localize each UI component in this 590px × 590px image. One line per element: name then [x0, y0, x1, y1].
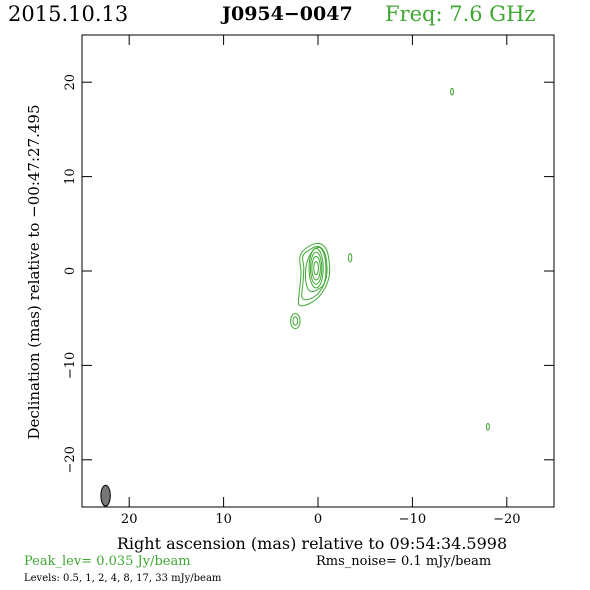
y-tick-label: 0	[63, 267, 78, 275]
x-tick-label: 0	[314, 512, 322, 527]
component-contour	[486, 422, 490, 431]
contour-level-3	[304, 246, 327, 293]
component-contour	[292, 316, 299, 326]
x-tick-label: 10	[215, 512, 232, 527]
component-contour	[290, 312, 301, 330]
component-contour	[347, 253, 353, 263]
source-name: J0954−0047	[222, 3, 353, 25]
y-tick-label: −10	[63, 352, 78, 379]
rms-noise: Rms_noise= 0.1 mJy/beam	[316, 554, 492, 569]
x-axis-label: Right ascension (mas) relative to 09:54:…	[117, 534, 507, 553]
contour-level-2	[301, 245, 328, 301]
y-axis-label: Declination (mas) relative to −00:47:27.…	[25, 104, 43, 439]
contour-levels: Levels: 0.5, 1, 2, 4, 8, 17, 33 mJy/beam	[24, 573, 222, 584]
axis-ticks: 20 10 0 −10 −20 20 10 0 −10 −20	[63, 35, 554, 527]
x-tick-label: −20	[493, 512, 520, 527]
y-tick-label: 10	[63, 168, 78, 185]
beam-shape	[100, 484, 111, 507]
contour-level-7	[313, 261, 319, 276]
contour-level-5	[309, 251, 323, 285]
contour-level-1	[297, 242, 331, 307]
contour-level-4	[308, 247, 324, 289]
y-tick-label: −20	[63, 446, 78, 473]
peak-level: Peak_lev= 0.035 Jy/beam	[24, 554, 191, 569]
contours	[290, 87, 490, 431]
observation-date: 2015.10.13	[8, 2, 129, 26]
x-tick-label: 20	[121, 512, 138, 527]
y-tick-label: 20	[63, 74, 78, 91]
component-contour	[450, 87, 454, 96]
frequency-label: Freq: 7.6 GHz	[385, 2, 536, 26]
x-tick-label: −10	[399, 512, 426, 527]
beam-ellipse	[100, 484, 111, 507]
contour-level-6	[311, 255, 321, 281]
